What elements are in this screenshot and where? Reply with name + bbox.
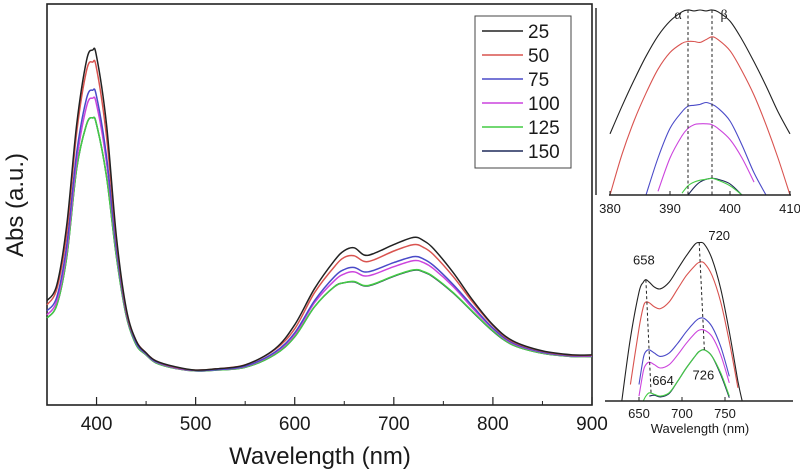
legend-label-150: 150 (528, 142, 560, 163)
inset-q-band-series-25 (621, 241, 743, 402)
inset-soret-series-25 (609, 9, 791, 135)
inset-soret-series-lines (609, 9, 791, 196)
inset-q-band-series-125 (642, 349, 730, 402)
legend-label-75: 75 (528, 70, 549, 91)
inset-q-band-x-tick-label-700: 700 (671, 406, 693, 421)
main-plot-frame (46, 3, 593, 406)
inset-q-band-annotation-664: 664 (652, 373, 674, 388)
inset-soret-x-tick-label-380: 380 (599, 201, 621, 216)
inset-soret-series-125 (681, 177, 743, 196)
main-x-tick-label-600: 600 (279, 414, 311, 435)
inset-q-band-annotation-720: 720 (708, 228, 730, 243)
main-x-ticks: 400 500 600 700 800 900 (81, 397, 608, 435)
legend-label-100: 100 (528, 94, 560, 115)
main-series-75 (46, 88, 593, 372)
inset-q-band-dashed-line-658 (645, 279, 652, 393)
inset-soret-series-75 (645, 101, 767, 196)
inset-soret-annotation-alpha: α (674, 8, 682, 23)
legend-box (474, 15, 572, 169)
main-y-axis-label: Abs (a.u.) (2, 153, 29, 257)
legend-label-25: 25 (528, 22, 549, 43)
legend: 25 50 75 100 125 150 (474, 15, 572, 169)
main-x-tick-label-700: 700 (378, 414, 410, 435)
inset-soret-series-50 (609, 36, 791, 196)
inset-soret-x-tick-label-390: 390 (659, 201, 681, 216)
inset-q-band-annotations: 658 720 664 726 (633, 228, 730, 388)
main-series-100 (46, 96, 593, 372)
main-x-tick-label-800: 800 (477, 414, 509, 435)
legend-label-50: 50 (528, 46, 549, 67)
inset-q-band-annotation-658: 658 (633, 252, 655, 267)
inset-soret-x-tick-label-410: 410 (779, 201, 800, 216)
main-series-125 (46, 116, 593, 372)
inset-soret-dashed-lines (687, 10, 713, 195)
main-series-lines (46, 47, 593, 372)
legend-label-125: 125 (528, 118, 560, 139)
main-x-tick-label-900: 900 (576, 414, 608, 435)
inset-q-band-annotation-726: 726 (693, 368, 715, 383)
inset-q-band-chart: 650 700 750 658 720 664 726 Wavelength (nm) (605, 228, 793, 436)
main-chart: 400 500 600 700 800 900 Wavelength (nm) Abs (… (2, 3, 608, 470)
inset-soret-annotation-beta: β (720, 8, 727, 23)
inset-q-band-x-ticks: 650 700 750 (628, 397, 736, 421)
inset-q-band-x-tick-label-750: 750 (714, 406, 736, 421)
inset-soret-x-ticks: 380 390 400 410 (599, 191, 800, 216)
inset-q-band-dashed-lines (645, 242, 705, 393)
inset-q-band-dashed-line-720 (698, 242, 705, 350)
main-x-tick-label-400: 400 (81, 414, 113, 435)
inset-soret-series-100 (657, 123, 755, 192)
inset-q-band-series-50 (629, 261, 739, 388)
inset-q-band-series-lines (621, 241, 743, 402)
inset-q-band-x-axis-label: Wavelength (nm) (651, 421, 750, 436)
inset-soret-x-tick-label-400: 400 (719, 201, 741, 216)
main-x-tick-label-500: 500 (180, 414, 212, 435)
main-x-axis-label: Wavelength (nm) (229, 443, 411, 470)
inset-q-band-series-75 (638, 317, 730, 385)
main-series-25 (46, 47, 593, 371)
inset-q-band-x-tick-label-650: 650 (628, 406, 650, 421)
inset-q-band-series-100 (638, 328, 730, 397)
